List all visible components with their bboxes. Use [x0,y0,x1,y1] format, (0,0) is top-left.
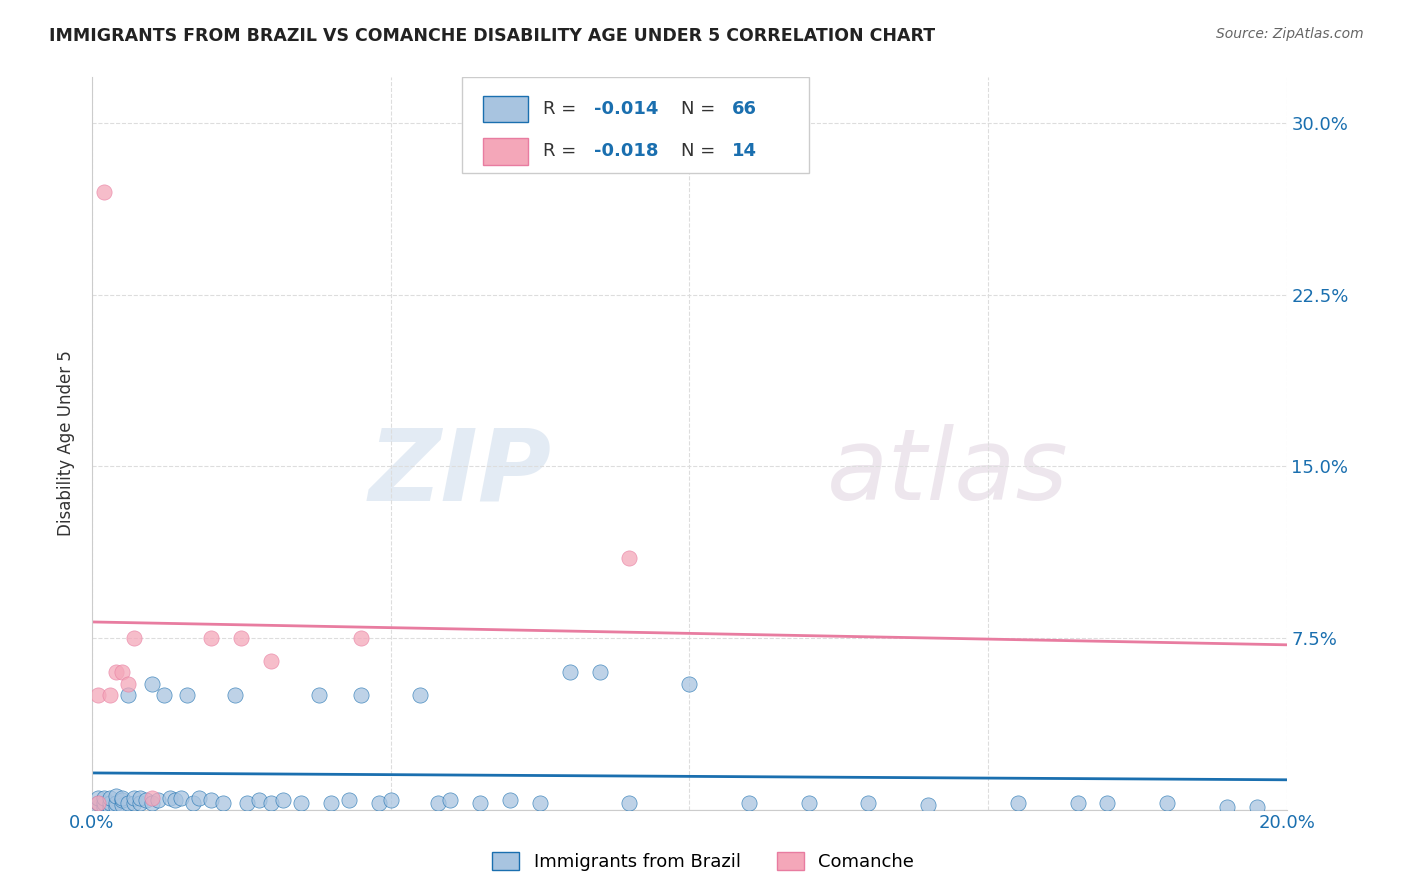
FancyBboxPatch shape [463,78,808,173]
Text: Source: ZipAtlas.com: Source: ZipAtlas.com [1216,27,1364,41]
Point [319,796,342,810]
Point [212,796,235,810]
Point [1156,796,1178,810]
Point [122,791,145,805]
Point [224,688,246,702]
Point [111,791,134,805]
Text: -0.018: -0.018 [593,143,658,161]
Point [117,676,139,690]
Point [98,791,121,805]
Point [468,796,491,810]
Point [111,797,134,812]
Point [260,796,283,810]
Point [87,796,110,810]
Point [529,796,551,810]
Point [111,793,134,807]
Point [87,800,110,814]
Point [176,688,198,702]
Point [337,793,360,807]
Point [104,796,127,810]
Point [439,793,461,807]
Point [200,631,222,645]
Point [183,796,205,810]
Point [1007,796,1029,810]
Point [98,800,121,814]
Point [122,631,145,645]
Point [1097,796,1119,810]
Point [98,688,121,702]
Point [260,654,283,668]
Point [271,793,294,807]
Point [231,631,253,645]
Point [236,796,259,810]
Point [141,796,163,810]
Text: R =: R = [544,143,582,161]
Point [1216,800,1239,814]
Point [93,791,115,805]
Point [111,665,134,680]
Point [98,796,121,810]
Text: IMMIGRANTS FROM BRAZIL VS COMANCHE DISABILITY AGE UNDER 5 CORRELATION CHART: IMMIGRANTS FROM BRAZIL VS COMANCHE DISAB… [49,27,935,45]
Point [117,688,139,702]
Point [122,796,145,810]
Point [93,800,115,814]
Point [200,793,222,807]
Text: ZIP: ZIP [368,425,551,521]
Point [1246,800,1268,814]
Point [93,796,115,810]
Point [152,688,174,702]
Point [738,796,761,810]
Text: N =: N = [681,143,721,161]
Point [797,796,820,810]
Point [87,796,110,810]
Point [619,550,641,565]
Point [350,631,373,645]
Text: -0.014: -0.014 [593,100,658,119]
Point [558,665,581,680]
Point [427,796,450,810]
Point [188,791,211,805]
Point [165,793,187,807]
Point [1066,796,1088,810]
Point [93,185,115,199]
Y-axis label: Disability Age Under 5: Disability Age Under 5 [58,351,75,536]
Point [128,791,150,805]
Point [619,796,641,810]
Point [409,688,432,702]
FancyBboxPatch shape [482,96,527,122]
Point [87,688,110,702]
Point [128,796,150,810]
Point [247,793,270,807]
Point [141,791,163,805]
Text: N =: N = [681,100,721,119]
Point [858,796,880,810]
Point [104,789,127,803]
Point [104,800,127,814]
Text: atlas: atlas [827,425,1069,521]
Text: 66: 66 [733,100,758,119]
Point [380,793,402,807]
Point [290,796,312,810]
Point [135,793,157,807]
Point [159,791,181,805]
Point [141,676,163,690]
FancyBboxPatch shape [482,138,527,164]
Point [146,793,169,807]
Point [104,665,127,680]
Text: R =: R = [544,100,582,119]
Point [499,793,522,807]
Point [678,676,700,690]
Text: 14: 14 [733,143,758,161]
Point [170,791,193,805]
Point [87,791,110,805]
Point [917,797,939,812]
Point [350,688,373,702]
Point [588,665,610,680]
Legend: Immigrants from Brazil, Comanche: Immigrants from Brazil, Comanche [485,845,921,879]
Point [308,688,330,702]
Point [117,796,139,810]
Point [367,796,389,810]
